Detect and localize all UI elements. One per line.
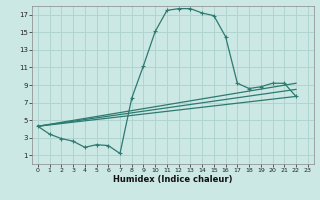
X-axis label: Humidex (Indice chaleur): Humidex (Indice chaleur) [113, 175, 233, 184]
